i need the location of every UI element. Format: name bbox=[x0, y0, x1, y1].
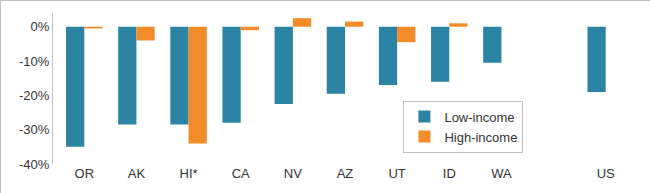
svg-text:-10%: -10% bbox=[19, 54, 50, 69]
svg-text:-40%: -40% bbox=[19, 157, 50, 172]
svg-text:NV: NV bbox=[284, 166, 302, 181]
svg-text:OR: OR bbox=[75, 166, 95, 181]
svg-text:High-income: High-income bbox=[444, 130, 517, 145]
svg-text:WA: WA bbox=[491, 166, 512, 181]
svg-text:CA: CA bbox=[232, 166, 250, 181]
svg-text:-20%: -20% bbox=[19, 88, 50, 103]
svg-text:Low-income: Low-income bbox=[444, 110, 514, 125]
svg-text:ID: ID bbox=[443, 166, 456, 181]
svg-text:-30%: -30% bbox=[19, 122, 50, 137]
svg-text:HI*: HI* bbox=[180, 166, 198, 181]
svg-text:UT: UT bbox=[388, 166, 405, 181]
svg-text:0%: 0% bbox=[31, 19, 50, 34]
svg-text:AZ: AZ bbox=[337, 166, 354, 181]
svg-text:AK: AK bbox=[128, 166, 146, 181]
svg-text:US: US bbox=[597, 166, 615, 181]
